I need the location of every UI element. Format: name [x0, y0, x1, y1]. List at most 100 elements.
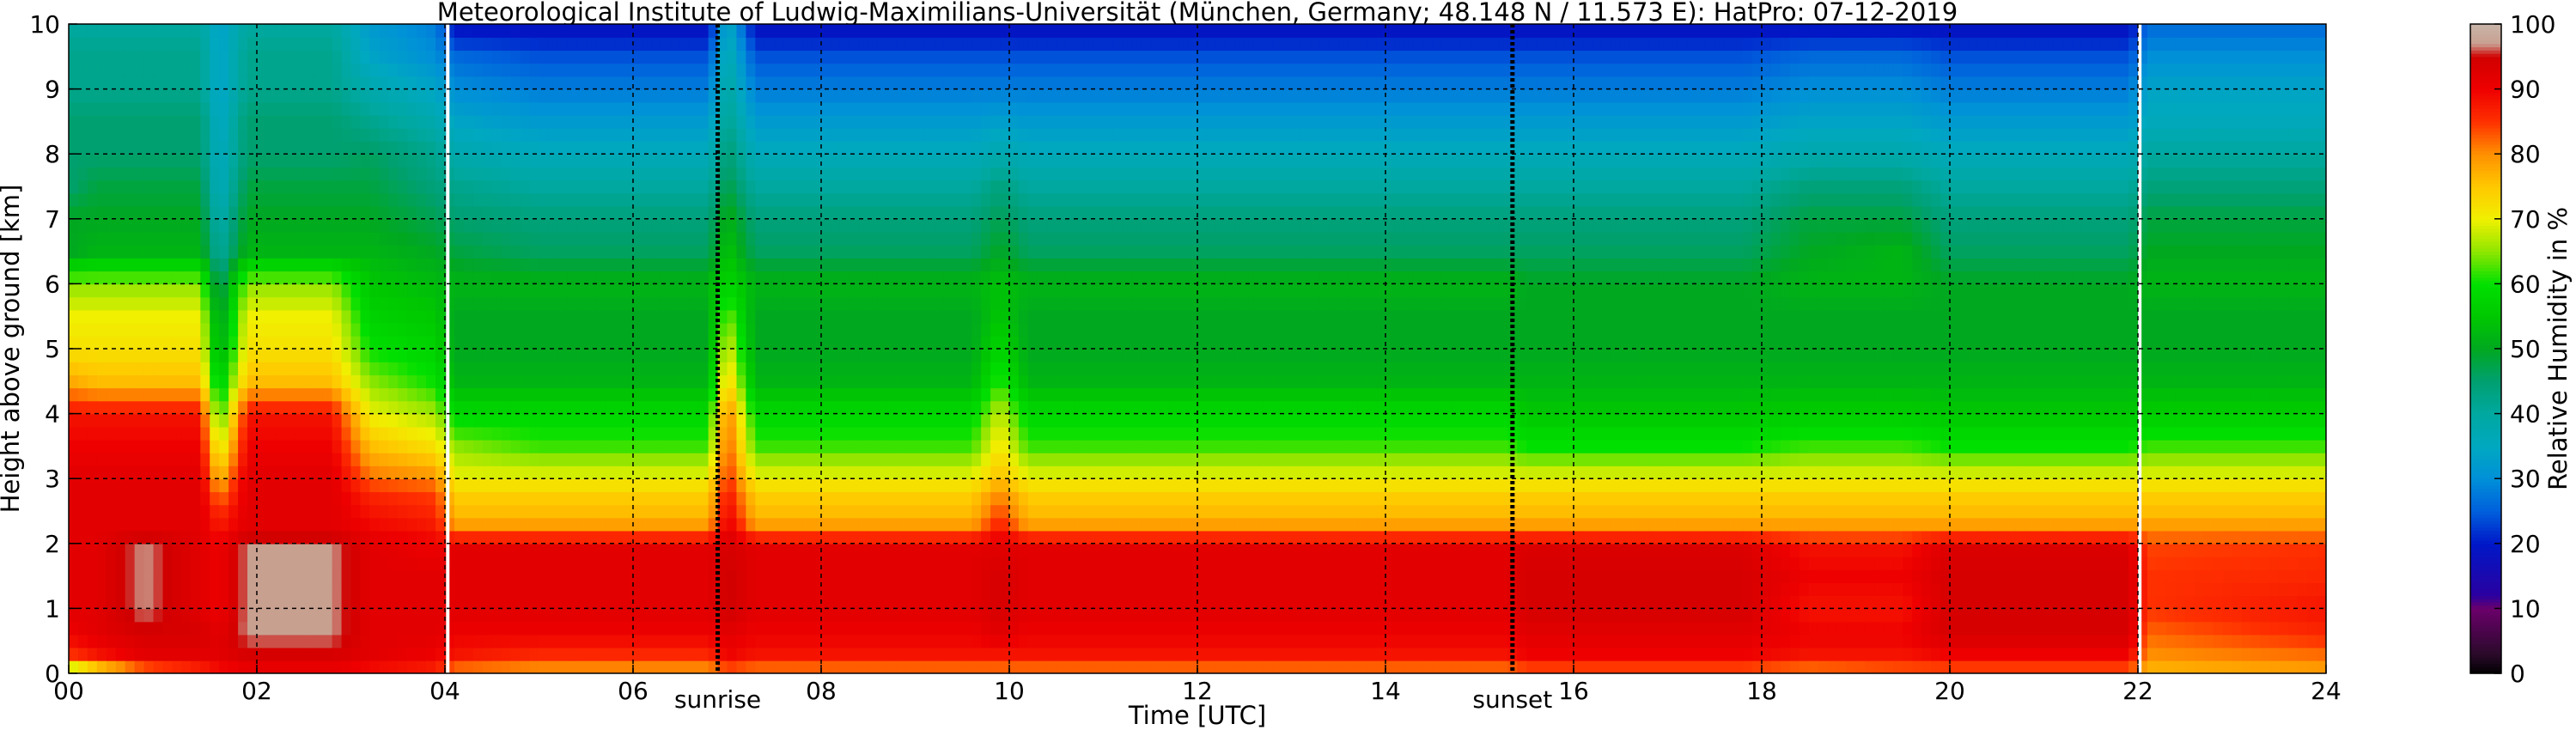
heatmap-cell: [586, 400, 596, 415]
heatmap-cell: [651, 76, 662, 90]
heatmap-cell: [661, 167, 672, 181]
heatmap-cell: [417, 634, 427, 648]
heatmap-cell: [633, 154, 643, 168]
heatmap-cell: [802, 88, 813, 103]
heatmap-cell: [783, 504, 794, 519]
heatmap-cell: [962, 179, 972, 194]
heatmap-cell: [417, 582, 427, 597]
heatmap-cell: [143, 530, 155, 544]
heatmap-cell: [539, 179, 550, 194]
heatmap-cell: [717, 660, 728, 673]
heatmap-cell: [821, 322, 831, 337]
heatmap-cell: [896, 76, 907, 90]
heatmap-cell: [143, 218, 155, 233]
heatmap-cell: [228, 400, 239, 415]
heatmap-cell: [341, 141, 352, 155]
heatmap-cell: [463, 569, 474, 583]
heatmap-cell: [341, 258, 352, 272]
heatmap-cell: [717, 491, 728, 506]
heatmap-cell: [746, 478, 757, 493]
heatmap-cell: [971, 426, 982, 441]
heatmap-cell: [341, 530, 352, 544]
heatmap-cell: [557, 452, 569, 466]
heatmap-cell: [915, 141, 926, 155]
heatmap-cell: [87, 167, 98, 181]
heatmap-cell: [539, 192, 550, 207]
heatmap-cell: [539, 634, 550, 648]
heatmap-cell: [360, 465, 371, 479]
heatmap-cell: [106, 349, 117, 362]
heatmap-cell: [191, 660, 202, 673]
heatmap-cell: [417, 37, 427, 52]
heatmap-cell: [868, 582, 879, 597]
heatmap-cell: [802, 362, 813, 376]
heatmap-cell: [435, 543, 446, 557]
heatmap-cell: [924, 192, 935, 207]
heatmap-cell: [445, 218, 455, 233]
heatmap-cell: [755, 634, 766, 648]
heatmap-cell: [350, 452, 362, 466]
heatmap-cell: [172, 621, 183, 636]
heatmap-cell: [605, 141, 615, 155]
heatmap-cell: [265, 88, 277, 103]
heatmap-cell: [219, 608, 229, 623]
heatmap-cell: [689, 101, 700, 116]
heatmap-cell: [839, 296, 850, 311]
heatmap-cell: [463, 24, 474, 38]
heatmap-cell: [886, 426, 898, 441]
heatmap-cell: [783, 569, 794, 583]
heatmap-cell: [624, 452, 634, 466]
heatmap-cell: [783, 543, 794, 557]
heatmap-cell: [586, 258, 596, 272]
heatmap-cell: [821, 231, 831, 246]
heatmap-cell: [736, 283, 747, 298]
heatmap-cell: [548, 595, 559, 610]
heatmap-cell: [793, 569, 803, 583]
heatmap-cell: [605, 400, 615, 415]
heatmap-cell: [520, 258, 531, 272]
heatmap-cell: [717, 231, 728, 246]
heatmap-cell: [981, 504, 991, 519]
heatmap-cell: [172, 88, 183, 103]
heatmap-cell: [642, 63, 653, 77]
heatmap-cell: [614, 530, 624, 544]
heatmap-cell: [210, 205, 220, 220]
heatmap-cell: [106, 660, 117, 673]
heatmap-cell: [472, 349, 484, 362]
heatmap-cell: [943, 154, 954, 168]
heatmap-cell: [830, 322, 841, 337]
heatmap-cell: [802, 556, 813, 570]
heatmap-cell: [284, 296, 295, 311]
heatmap-cell: [369, 335, 381, 350]
heatmap-cell: [341, 37, 352, 52]
heatmap-cell: [698, 362, 709, 376]
heatmap-cell: [548, 362, 559, 376]
heatmap-cell: [868, 63, 879, 77]
heatmap-cell: [247, 504, 258, 519]
heatmap-cell: [294, 88, 305, 103]
heatmap-cell: [924, 543, 935, 557]
heatmap-cell: [971, 50, 982, 64]
heatmap-cell: [633, 362, 643, 376]
heatmap-cell: [172, 192, 183, 207]
heatmap-cell: [633, 504, 643, 519]
heatmap-cell: [783, 556, 794, 570]
heatmap-cell: [115, 76, 126, 90]
heatmap-cell: [219, 101, 229, 116]
heatmap-cell: [143, 349, 155, 362]
heatmap-cell: [463, 530, 474, 544]
heatmap-cell: [661, 141, 672, 155]
heatmap-cell: [228, 88, 239, 103]
heatmap-cell: [624, 556, 634, 570]
heatmap-cell: [219, 634, 229, 648]
heatmap-cell: [482, 63, 493, 77]
heatmap-cell: [69, 76, 79, 90]
heatmap-cell: [106, 141, 117, 155]
heatmap-cell: [548, 582, 559, 597]
heatmap-cell: [472, 452, 484, 466]
heatmap-cell: [472, 179, 484, 194]
heatmap-cell: [510, 647, 521, 661]
heatmap-cell: [736, 556, 747, 570]
heatmap-cell: [341, 76, 352, 90]
heatmap-cell: [200, 218, 211, 233]
